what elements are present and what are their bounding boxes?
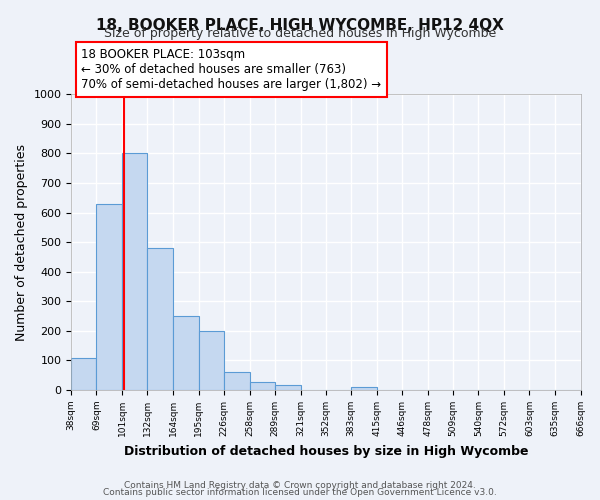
Bar [71,358,97,390]
Y-axis label: Number of detached properties: Number of detached properties [15,144,28,340]
Text: Contains public sector information licensed under the Open Government Licence v3: Contains public sector information licen… [103,488,497,497]
Bar [250,382,275,390]
Text: Size of property relative to detached houses in High Wycombe: Size of property relative to detached ho… [104,28,496,40]
Text: 18, BOOKER PLACE, HIGH WYCOMBE, HP12 4QX: 18, BOOKER PLACE, HIGH WYCOMBE, HP12 4QX [96,18,504,32]
Text: Contains HM Land Registry data © Crown copyright and database right 2024.: Contains HM Land Registry data © Crown c… [124,480,476,490]
Bar [122,154,148,390]
Text: 18 BOOKER PLACE: 103sqm
← 30% of detached houses are smaller (763)
70% of semi-d: 18 BOOKER PLACE: 103sqm ← 30% of detache… [82,48,382,92]
Bar [275,384,301,390]
Bar [199,331,224,390]
Bar [351,387,377,390]
Bar [148,248,173,390]
X-axis label: Distribution of detached houses by size in High Wycombe: Distribution of detached houses by size … [124,444,528,458]
Bar [97,204,122,390]
Bar [224,372,250,390]
Bar [173,316,199,390]
